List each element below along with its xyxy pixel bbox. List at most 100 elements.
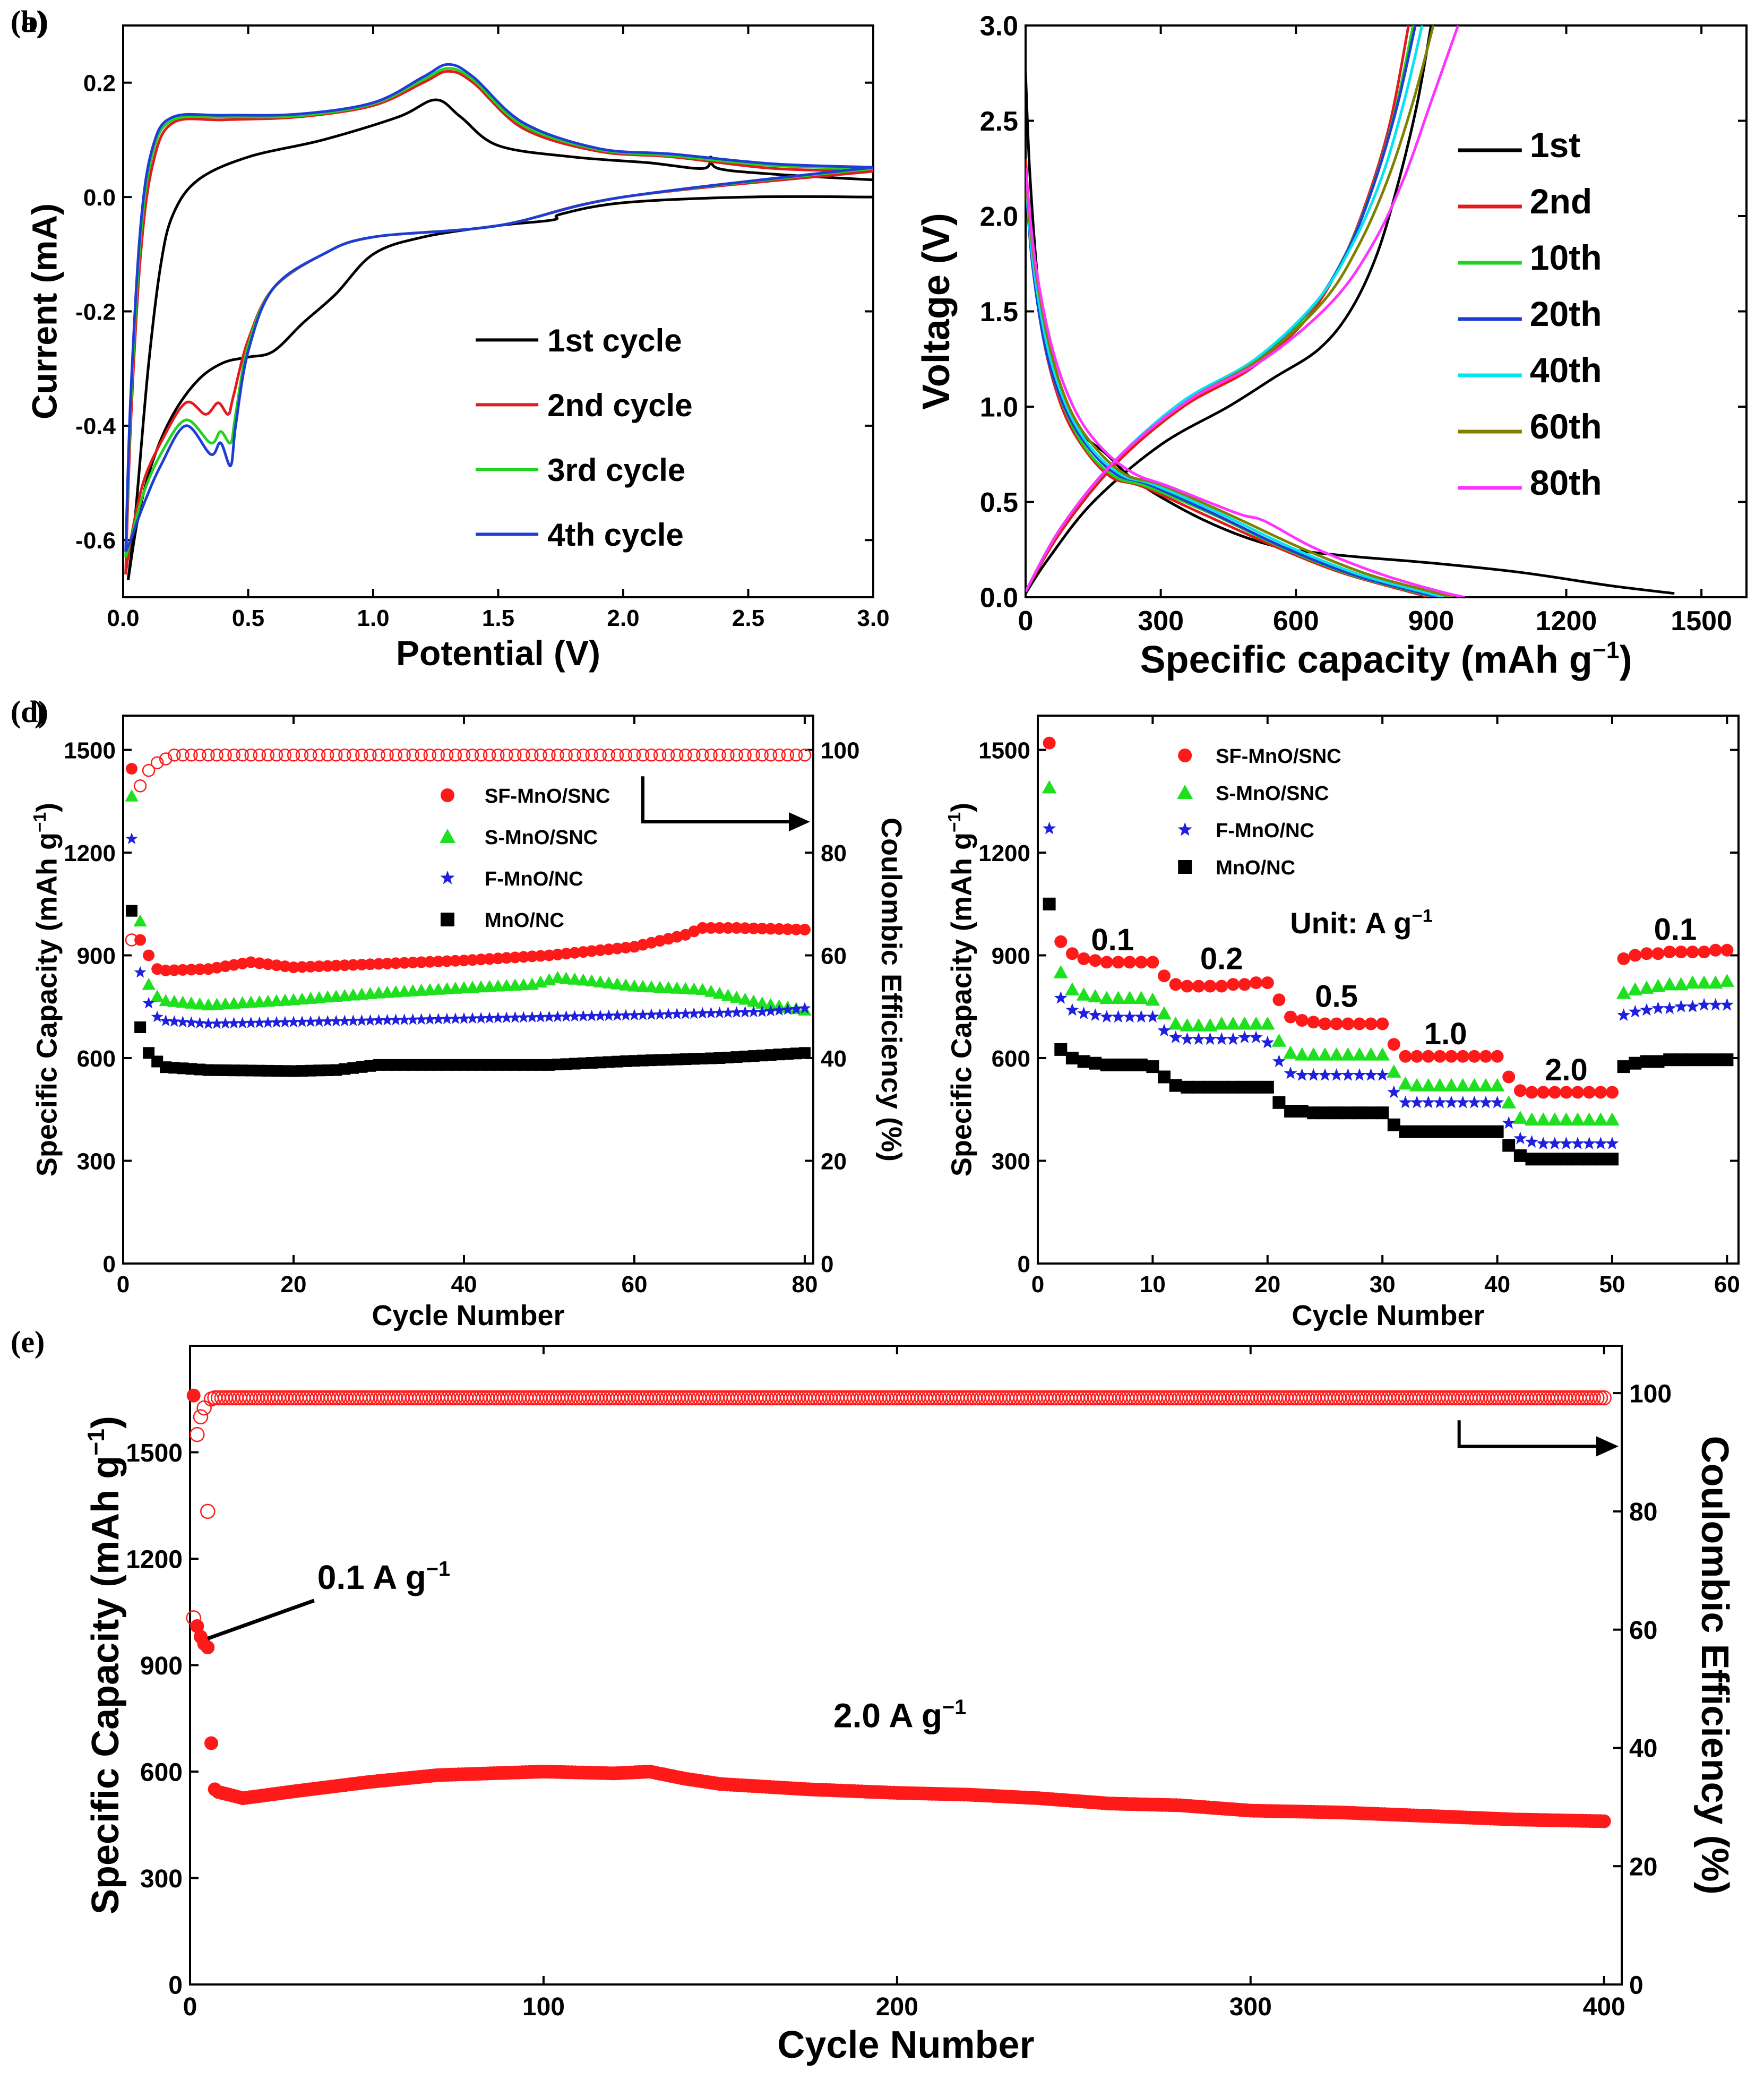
data-point [500,1011,513,1023]
data-point [193,1409,209,1424]
y-tick-label: 900 [140,1652,183,1680]
series-mno-nc [126,905,811,1077]
data-point [1340,1047,1356,1061]
data-point [492,952,504,965]
data-point [713,922,726,934]
data-point [799,924,811,936]
data-point [347,959,359,971]
data-point [1663,946,1676,959]
data-point [1686,1053,1699,1067]
x-tick-label: 2.0 [607,605,639,631]
data-point [1650,978,1666,992]
data-point [1640,1003,1654,1016]
data-point [1433,1125,1447,1138]
data-point [398,748,411,762]
data-point [738,748,752,762]
axis-arrow-head [789,812,810,831]
data-point [722,1006,734,1018]
data-point [159,752,173,766]
data-point [167,994,181,1007]
data-point [483,1011,496,1024]
data-point [236,1017,249,1028]
data-point [142,977,156,990]
legend-label: 2nd cycle [547,388,693,423]
rate-label: 0.2 [1200,941,1243,976]
data-point [441,1012,453,1025]
data-point [1596,1390,1612,1406]
data-point [125,832,138,844]
data-point [1560,1086,1573,1099]
data-point [550,970,565,983]
data-point [193,997,207,1010]
data-point [201,1640,215,1655]
data-point [1112,956,1125,969]
data-point [1433,1095,1447,1109]
y2-tick-label: 100 [1629,1380,1672,1408]
axis-arrow [1457,1420,1610,1448]
data-point [1330,1106,1343,1120]
legend-marker [1178,860,1192,874]
data-point [534,1010,547,1022]
y2-tick-label: 40 [821,1046,847,1072]
y2-tick-label: 20 [821,1148,847,1174]
data-point [602,976,616,989]
data-point [576,973,590,986]
data-point [423,748,437,762]
y-tick-label: 300 [140,1865,183,1893]
data-point [585,748,598,762]
data-point [1537,1086,1550,1099]
data-point [1685,975,1700,989]
data-point [1479,1125,1492,1138]
data-point [1422,1050,1435,1063]
data-point [1203,979,1217,993]
data-point [1617,1008,1631,1021]
cv-anodic-line [124,63,873,552]
data-point [1214,1016,1229,1030]
data-point [1318,1068,1332,1081]
data-point [134,1021,147,1033]
y-tick-label: 2.5 [980,106,1018,137]
legend-label: 4th cycle [547,517,684,553]
data-point [1444,1078,1459,1092]
data-point [210,748,223,762]
data-point [1180,1018,1195,1032]
data-point [1157,1006,1172,1020]
legend-marker [1178,749,1192,762]
data-point [1169,1030,1183,1043]
x-axis-label: Cycle Number [1292,1300,1484,1331]
y-tick-label: 0.5 [980,487,1018,518]
series-coulombic-efficiency [186,1390,1612,1626]
data-point [526,1011,538,1022]
x-axis-label: Cycle Number [372,1300,564,1331]
cv-cathodic-line [124,166,873,552]
y2-axis-label: Coulombic Efficiency (%) [1693,1436,1736,1894]
data-point [569,1010,581,1022]
data-point [1284,1066,1297,1079]
data-point [1226,1080,1240,1094]
data-point [168,964,180,976]
data-point [304,1015,317,1027]
data-point [1203,1080,1217,1094]
data-point [484,953,496,965]
data-point [466,1012,479,1024]
data-point [543,748,556,762]
data-point [142,996,155,1009]
x-axis-label: Specific capacity (mAh g−1) [1140,638,1632,681]
annotation-high-rate: 2.0 A g−1 [833,1696,966,1734]
data-point [509,1011,521,1023]
data-point [244,748,257,762]
data-point [644,748,658,762]
data-point [134,966,147,978]
data-point [1570,1112,1585,1126]
y-tick-label: -0.2 [75,299,116,325]
data-point [1468,1125,1481,1138]
x-tick-label: 30 [1370,1271,1396,1298]
data-point [1054,991,1068,1004]
charge-curve [1026,25,1433,595]
data-point [602,748,616,762]
y-axis-label: Specific Capacity (mAh g−1) [83,1416,127,1914]
data-point [1559,1137,1573,1149]
data-point [1720,998,1734,1011]
y-tick-label: 1.5 [980,297,1018,328]
